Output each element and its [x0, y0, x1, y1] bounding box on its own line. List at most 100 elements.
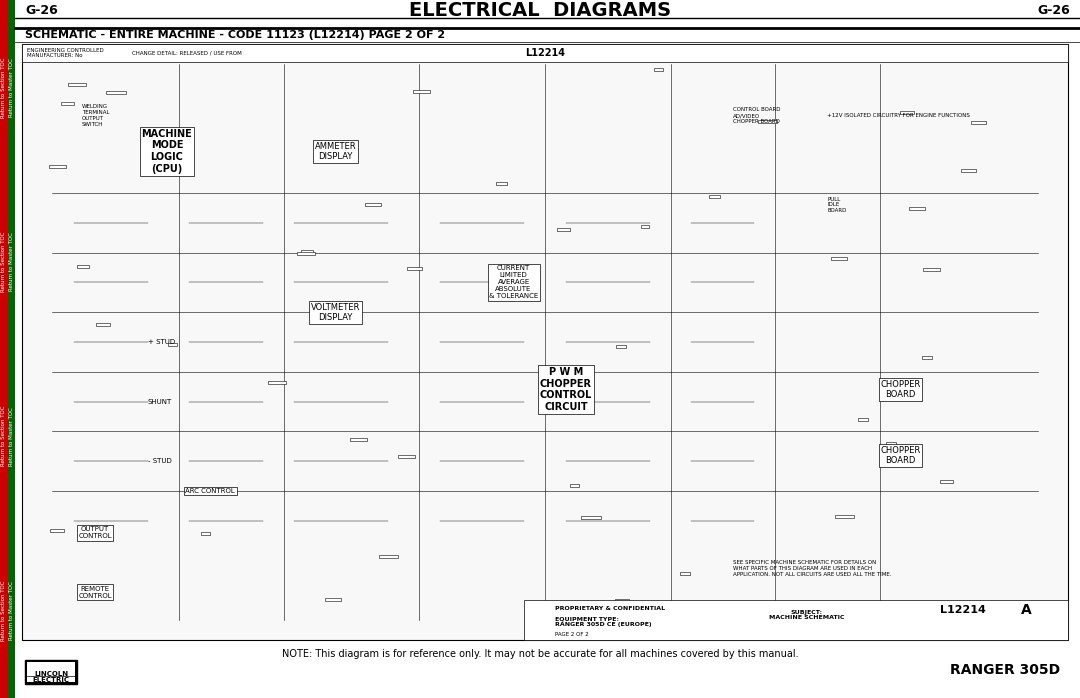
Bar [758, 119, 778, 123]
Text: G-26: G-26 [1037, 3, 1070, 17]
Text: Return to Master TOC: Return to Master TOC [9, 58, 14, 117]
Text: SHUNT: SHUNT [148, 399, 172, 405]
Bar [680, 572, 690, 574]
Text: SUBJECT:
MACHINE SCHEMATIC: SUBJECT: MACHINE SCHEMATIC [769, 609, 845, 621]
Bar [25, 660, 77, 684]
Text: PULL
IDLE
BOARD: PULL IDLE BOARD [827, 197, 847, 213]
Text: SEE SPECIFIC MACHINE SCHEMATIC FOR DETAILS ON
WHAT PARTS OF THIS DIAGRAM ARE USE: SEE SPECIFIC MACHINE SCHEMATIC FOR DETAI… [733, 560, 892, 577]
Bar [50, 529, 65, 532]
Text: Return to Section TOC: Return to Section TOC [1, 581, 6, 641]
Text: +12V ISOLATED CIRCUITRY FOR ENGINE FUNCTIONS: +12V ISOLATED CIRCUITRY FOR ENGINE FUNCT… [827, 113, 970, 118]
Text: Return to Section TOC: Return to Section TOC [1, 232, 6, 292]
Text: Return to Master TOC: Return to Master TOC [9, 232, 14, 291]
Bar [569, 484, 579, 487]
Bar [106, 91, 126, 94]
Bar [168, 343, 176, 346]
Text: ELECTRIC: ELECTRIC [32, 677, 69, 683]
Bar [8, 349, 15, 524]
Bar [22, 44, 1068, 640]
Bar [96, 323, 110, 326]
Text: CONTROL BOARD
AD/VIDEO
CHOPPER BOARD: CONTROL BOARD AD/VIDEO CHOPPER BOARD [733, 107, 781, 124]
Bar [0, 174, 8, 349]
Bar [8, 174, 15, 349]
Text: ENGINEERING CONTROLLED
MANUFACTURER: No: ENGINEERING CONTROLLED MANUFACTURER: No [27, 47, 104, 59]
Bar [835, 514, 854, 518]
Bar [646, 614, 654, 616]
Bar [202, 532, 211, 535]
Text: WELDING
TERMINAL
OUTPUT
SWITCH: WELDING TERMINAL OUTPUT SWITCH [82, 104, 109, 127]
Text: NOTE: This diagram is for reference only. It may not be accurate for all machine: NOTE: This diagram is for reference only… [282, 649, 798, 659]
Text: ELECTRICAL  DIAGRAMS: ELECTRICAL DIAGRAMS [409, 1, 671, 20]
Text: CURRENT
LIMITED
AVERAGE
ABSOLUTE
& TOLERANCE: CURRENT LIMITED AVERAGE ABSOLUTE & TOLER… [489, 265, 538, 299]
Text: LINCOLN: LINCOLN [33, 671, 68, 677]
Text: PROPRIETARY & CONFIDENTIAL: PROPRIETARY & CONFIDENTIAL [555, 605, 665, 611]
Text: ARC CONTROL: ARC CONTROL [186, 488, 235, 494]
Bar [324, 317, 334, 320]
Bar [268, 381, 285, 384]
Text: Return to Section TOC: Return to Section TOC [1, 57, 6, 117]
Bar [407, 267, 422, 270]
Text: CHOPPER
BOARD: CHOPPER BOARD [880, 380, 921, 399]
Bar [497, 182, 507, 185]
Bar [581, 516, 600, 519]
Bar [68, 83, 86, 87]
Text: EQUIPMENT TYPE:
RANGER 305D CE (EUROPE): EQUIPMENT TYPE: RANGER 305D CE (EUROPE) [555, 616, 652, 628]
Text: CHANGE DETAIL: RELEASED / USE FROM: CHANGE DETAIL: RELEASED / USE FROM [132, 50, 242, 56]
Text: L12214: L12214 [941, 605, 986, 615]
Bar [397, 455, 416, 459]
Bar [77, 265, 89, 267]
Bar [297, 251, 315, 255]
Text: CHOPPER
BOARD: CHOPPER BOARD [880, 445, 921, 465]
Text: L12214: L12214 [525, 48, 565, 58]
Bar [27, 662, 75, 682]
Text: P W M
CHOPPER
CONTROL
CIRCUIT: P W M CHOPPER CONTROL CIRCUIT [540, 367, 592, 412]
Text: + STUD: + STUD [148, 339, 175, 345]
Bar [365, 203, 381, 207]
Bar [22, 44, 1068, 62]
Bar [325, 598, 340, 601]
Text: PAGE 2 OF 2: PAGE 2 OF 2 [555, 632, 590, 637]
Bar [413, 90, 430, 93]
Text: - STUD: - STUD [148, 458, 172, 464]
Bar [60, 103, 73, 105]
Text: A: A [1021, 603, 1031, 617]
Bar [971, 121, 986, 124]
Text: Return to Master TOC: Return to Master TOC [9, 581, 14, 640]
Bar [557, 228, 570, 230]
Bar [301, 250, 313, 253]
Bar [887, 443, 896, 445]
Bar [616, 345, 626, 348]
Bar [909, 207, 926, 209]
Bar [653, 68, 663, 71]
Text: REMOTE
CONTROL: REMOTE CONTROL [79, 586, 112, 599]
Text: VOLTMETER
DISPLAY: VOLTMETER DISPLAY [311, 302, 361, 322]
Bar [859, 418, 868, 421]
Bar [0, 349, 8, 524]
Bar [0, 524, 8, 698]
Bar [710, 195, 720, 198]
Bar [922, 267, 941, 271]
Text: SCHEMATIC - ENTIRE MACHINE - CODE 11123 (L12214) PAGE 2 OF 2: SCHEMATIC - ENTIRE MACHINE - CODE 11123 … [25, 30, 445, 40]
Bar [922, 356, 932, 359]
Bar [524, 600, 1068, 640]
Text: Return to Section TOC: Return to Section TOC [1, 406, 6, 466]
Text: OUTPUT
CONTROL: OUTPUT CONTROL [79, 526, 112, 540]
Bar [941, 480, 954, 483]
Bar [640, 225, 649, 228]
Bar [616, 598, 629, 602]
Bar [50, 165, 66, 168]
Bar [0, 0, 8, 174]
Bar [8, 524, 15, 698]
Text: MACHINE
MODE
LOGIC
(CPU): MACHINE MODE LOGIC (CPU) [141, 129, 192, 174]
Bar [379, 556, 397, 558]
Bar [25, 660, 77, 684]
Text: RANGER 305D: RANGER 305D [950, 663, 1059, 677]
Text: Return to Master TOC: Return to Master TOC [9, 407, 14, 466]
Text: G-26: G-26 [25, 3, 57, 17]
Bar [831, 257, 848, 260]
Text: AMMETER
DISPLAY: AMMETER DISPLAY [315, 142, 356, 161]
Bar [350, 438, 367, 440]
Bar [900, 111, 914, 114]
Bar [8, 0, 15, 174]
Bar [961, 169, 976, 172]
